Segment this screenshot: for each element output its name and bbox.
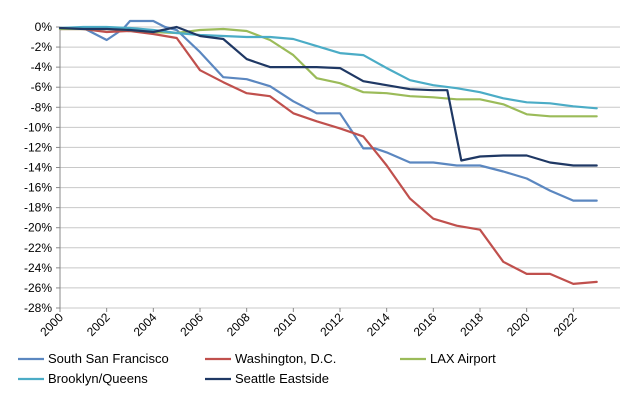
y-tick-label: -26% bbox=[24, 281, 52, 295]
y-tick-label: -18% bbox=[24, 201, 52, 215]
x-tick-label: 2016 bbox=[411, 310, 440, 339]
series-line-washington-d-c bbox=[58, 27, 598, 285]
y-tick-label: -2% bbox=[31, 40, 53, 54]
x-tick-label: 2020 bbox=[504, 310, 533, 339]
legend: South San Francisco Washington, D.C. LAX A… bbox=[18, 351, 496, 386]
x-tick-label: 2010 bbox=[271, 310, 300, 339]
y-tick-label: -14% bbox=[24, 161, 52, 175]
x-tick-label: 2014 bbox=[364, 310, 393, 339]
y-tick-label: -6% bbox=[31, 80, 53, 94]
x-axis-ticks: 2000 2002 2004 2006 2008 2010 2012 2014 2016 2018… bbox=[37, 308, 580, 339]
y-tick-label: -24% bbox=[24, 261, 52, 275]
legend-label: LAX Airport bbox=[430, 351, 496, 366]
x-tick-label: 2008 bbox=[224, 310, 253, 339]
y-axis-ticks: 0% -2% -4% -6% -8% -10% -12% -14% -16% -18% -20% -2… bbox=[24, 20, 60, 315]
y-tick-label: -22% bbox=[24, 241, 52, 255]
legend-item-washington-d-c: Washington, D.C. bbox=[205, 351, 336, 366]
x-tick-label: 2018 bbox=[457, 310, 486, 339]
y-tick-label: -16% bbox=[24, 181, 52, 195]
legend-label: South San Francisco bbox=[48, 351, 169, 366]
y-tick-label: -12% bbox=[24, 140, 52, 154]
series-line-seattle-eastside bbox=[58, 25, 598, 167]
x-tick-label: 2012 bbox=[317, 310, 346, 339]
series-line-south-san-francisco bbox=[58, 19, 598, 202]
series-line-brooklyn-queens bbox=[58, 25, 598, 110]
legend-label: Seattle Eastside bbox=[235, 371, 329, 386]
legend-item-brooklyn-queens: Brooklyn/Queens bbox=[18, 371, 148, 386]
series-lines bbox=[58, 19, 598, 285]
x-tick-label: 2002 bbox=[84, 310, 113, 339]
x-tick-label: 2004 bbox=[131, 310, 160, 339]
y-tick-label: -10% bbox=[24, 120, 52, 134]
legend-item-lax-airport: LAX Airport bbox=[400, 351, 496, 366]
legend-label: Brooklyn/Queens bbox=[48, 371, 148, 386]
y-tick-label: -28% bbox=[24, 301, 52, 315]
x-tick-label: 2022 bbox=[551, 310, 580, 339]
y-tick-label: -4% bbox=[31, 60, 53, 74]
y-tick-label: 0% bbox=[35, 20, 53, 34]
legend-label: Washington, D.C. bbox=[235, 351, 336, 366]
x-tick-label: 2006 bbox=[177, 310, 206, 339]
y-tick-label: -8% bbox=[31, 100, 53, 114]
legend-item-south-san-francisco: South San Francisco bbox=[18, 351, 169, 366]
y-tick-label: -20% bbox=[24, 221, 52, 235]
legend-item-seattle-eastside: Seattle Eastside bbox=[205, 371, 329, 386]
